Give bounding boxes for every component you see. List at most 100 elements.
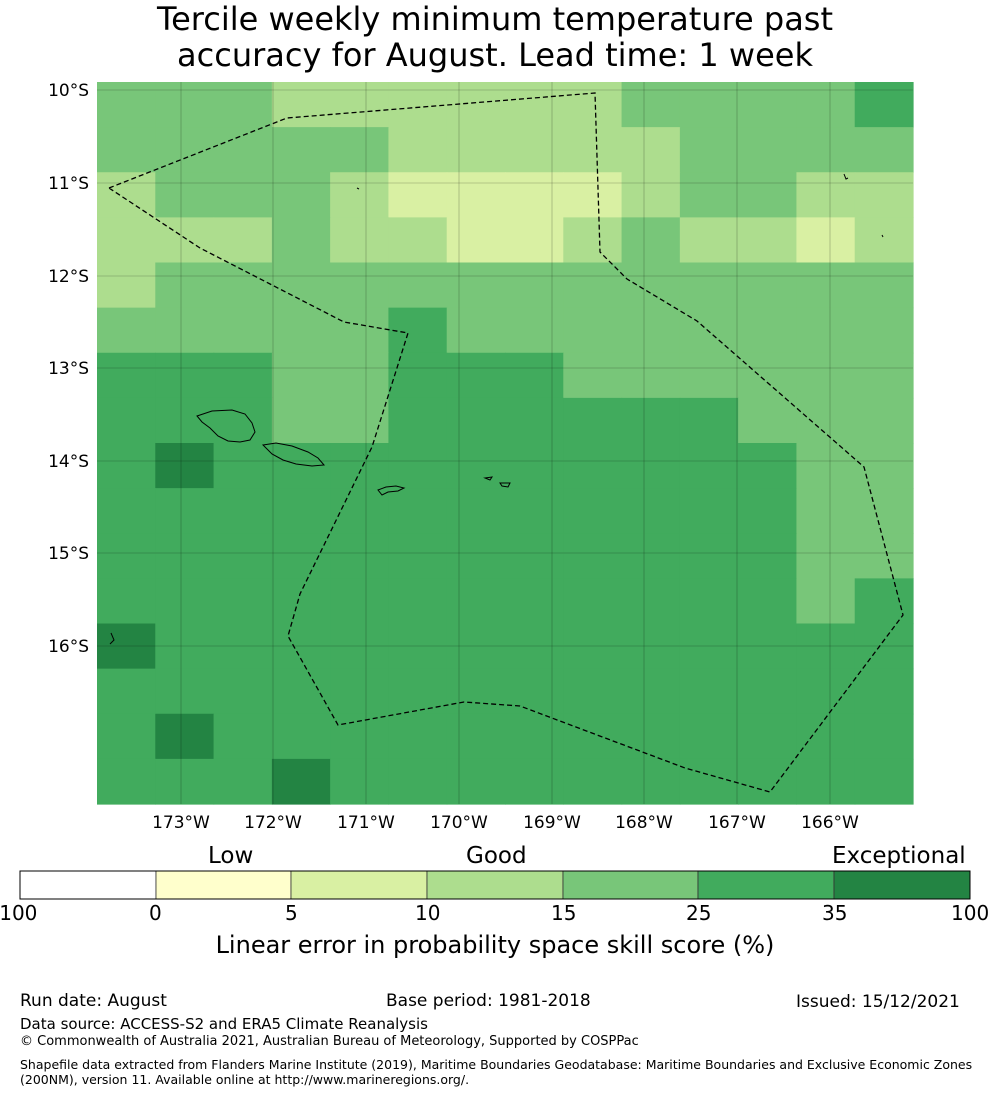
- skill-cell: [796, 397, 856, 444]
- colorbar-segment: [426, 870, 564, 900]
- skill-cell: [155, 352, 215, 399]
- skill-cell: [505, 578, 564, 625]
- skill-cell: [271, 307, 331, 354]
- skill-cell: [271, 443, 331, 489]
- lon-label: 173°W: [152, 813, 210, 833]
- skill-cell: [97, 578, 156, 625]
- skill-cell: [505, 713, 564, 760]
- skill-cell: [446, 172, 506, 218]
- colorbar-title: Linear error in probability space skill …: [215, 931, 775, 959]
- skill-cell: [621, 307, 681, 354]
- skill-cell: [213, 668, 273, 715]
- shapefile-credit-line-1: Shapefile data extracted from Flanders M…: [20, 1057, 973, 1072]
- skill-cell: [505, 82, 564, 128]
- skill-cell: [854, 82, 914, 128]
- skill-cell: [330, 533, 390, 579]
- skill-cell: [97, 262, 156, 309]
- skill-cell: [854, 127, 914, 173]
- skill-cell: [97, 713, 156, 760]
- skill-cell: [563, 262, 623, 309]
- skill-cell: [621, 443, 681, 489]
- skill-cell: [738, 488, 798, 534]
- lon-label: 167°W: [708, 813, 766, 833]
- skill-cell: [505, 533, 564, 579]
- skill-cell: [505, 352, 564, 399]
- skill-cell: [330, 127, 390, 173]
- skill-cell: [446, 623, 506, 670]
- island-ofu: [483, 476, 494, 481]
- skill-cell: [330, 488, 390, 534]
- skill-cell: [155, 533, 215, 579]
- skill-cell: [621, 488, 681, 534]
- skill-cell: [213, 262, 273, 309]
- skill-cell: [213, 82, 273, 128]
- skill-cell: [796, 488, 856, 534]
- skill-cell: [738, 172, 798, 218]
- skill-cell: [563, 758, 623, 805]
- skill-cell: [505, 443, 564, 489]
- skill-cell: [388, 668, 448, 715]
- skill-cell: [679, 578, 739, 625]
- skill-cell: [155, 262, 215, 309]
- skill-cell: [505, 623, 564, 670]
- skill-cell: [388, 758, 448, 805]
- skill-cell: [330, 172, 390, 218]
- skill-map: 173°W 172°W 171°W 170°W 169°W 168°W 167°W 166°W…: [48, 81, 914, 833]
- skill-cell: [330, 623, 390, 670]
- skill-cell: [155, 82, 215, 128]
- skill-cell: [330, 352, 390, 399]
- colorbar-tick-1: -100: [0, 901, 38, 925]
- lat-label: 16°S: [48, 637, 89, 657]
- lat-label: 10°S: [48, 81, 89, 101]
- skill-cell: [388, 623, 448, 670]
- skill-cell: [621, 758, 681, 805]
- skill-cell: [621, 352, 681, 399]
- island-tau: [499, 482, 511, 488]
- skill-cell: [446, 352, 506, 399]
- skill-cell: [97, 488, 156, 534]
- skill-cell: [505, 397, 564, 444]
- skill-cell: [446, 713, 506, 760]
- skill-cell: [155, 488, 215, 534]
- skill-cell: [271, 352, 331, 399]
- skill-cell: [854, 307, 914, 354]
- skill-cell: [446, 668, 506, 715]
- skill-cell: [738, 82, 798, 128]
- colorbar-segment: [155, 870, 292, 900]
- skill-cell: [679, 127, 739, 173]
- skill-cell: [854, 623, 914, 670]
- skill-cell: [563, 668, 623, 715]
- skill-cell: [97, 217, 156, 264]
- skill-cell: [213, 758, 273, 805]
- skill-cell: [213, 172, 273, 218]
- skill-cell: [796, 262, 856, 309]
- colorbar-outline: [19, 870, 971, 900]
- skill-cell: [563, 443, 623, 489]
- lat-label: 11°S: [48, 174, 89, 194]
- colorbar-segment: [290, 870, 428, 900]
- skill-cell: [388, 127, 448, 173]
- skill-cell: [854, 533, 914, 579]
- skill-cell: [679, 758, 739, 805]
- skill-cell: [330, 307, 390, 354]
- skill-cell: [388, 307, 448, 354]
- skill-cell: [796, 352, 856, 399]
- colorbar-label-low: Low: [208, 843, 254, 869]
- skill-cell: [213, 397, 273, 444]
- colorbar-label-good: Good: [466, 843, 527, 869]
- colorbar-tick-6: 25: [686, 901, 712, 925]
- skill-cell: [330, 217, 390, 264]
- skill-cell: [796, 443, 856, 489]
- lon-label: 171°W: [337, 813, 395, 833]
- skill-cell: [271, 758, 331, 805]
- eez-boundary: [107, 92, 904, 793]
- skill-cell: [213, 127, 273, 173]
- skill-cell: [796, 623, 856, 670]
- skill-cell: [679, 397, 739, 444]
- lat-label: 14°S: [48, 452, 89, 472]
- skill-cell: [563, 127, 623, 173]
- colorbar-tick-2: 0: [149, 901, 162, 925]
- skill-cell: [213, 623, 273, 670]
- skill-cell: [213, 578, 273, 625]
- skill-cell: [854, 217, 914, 264]
